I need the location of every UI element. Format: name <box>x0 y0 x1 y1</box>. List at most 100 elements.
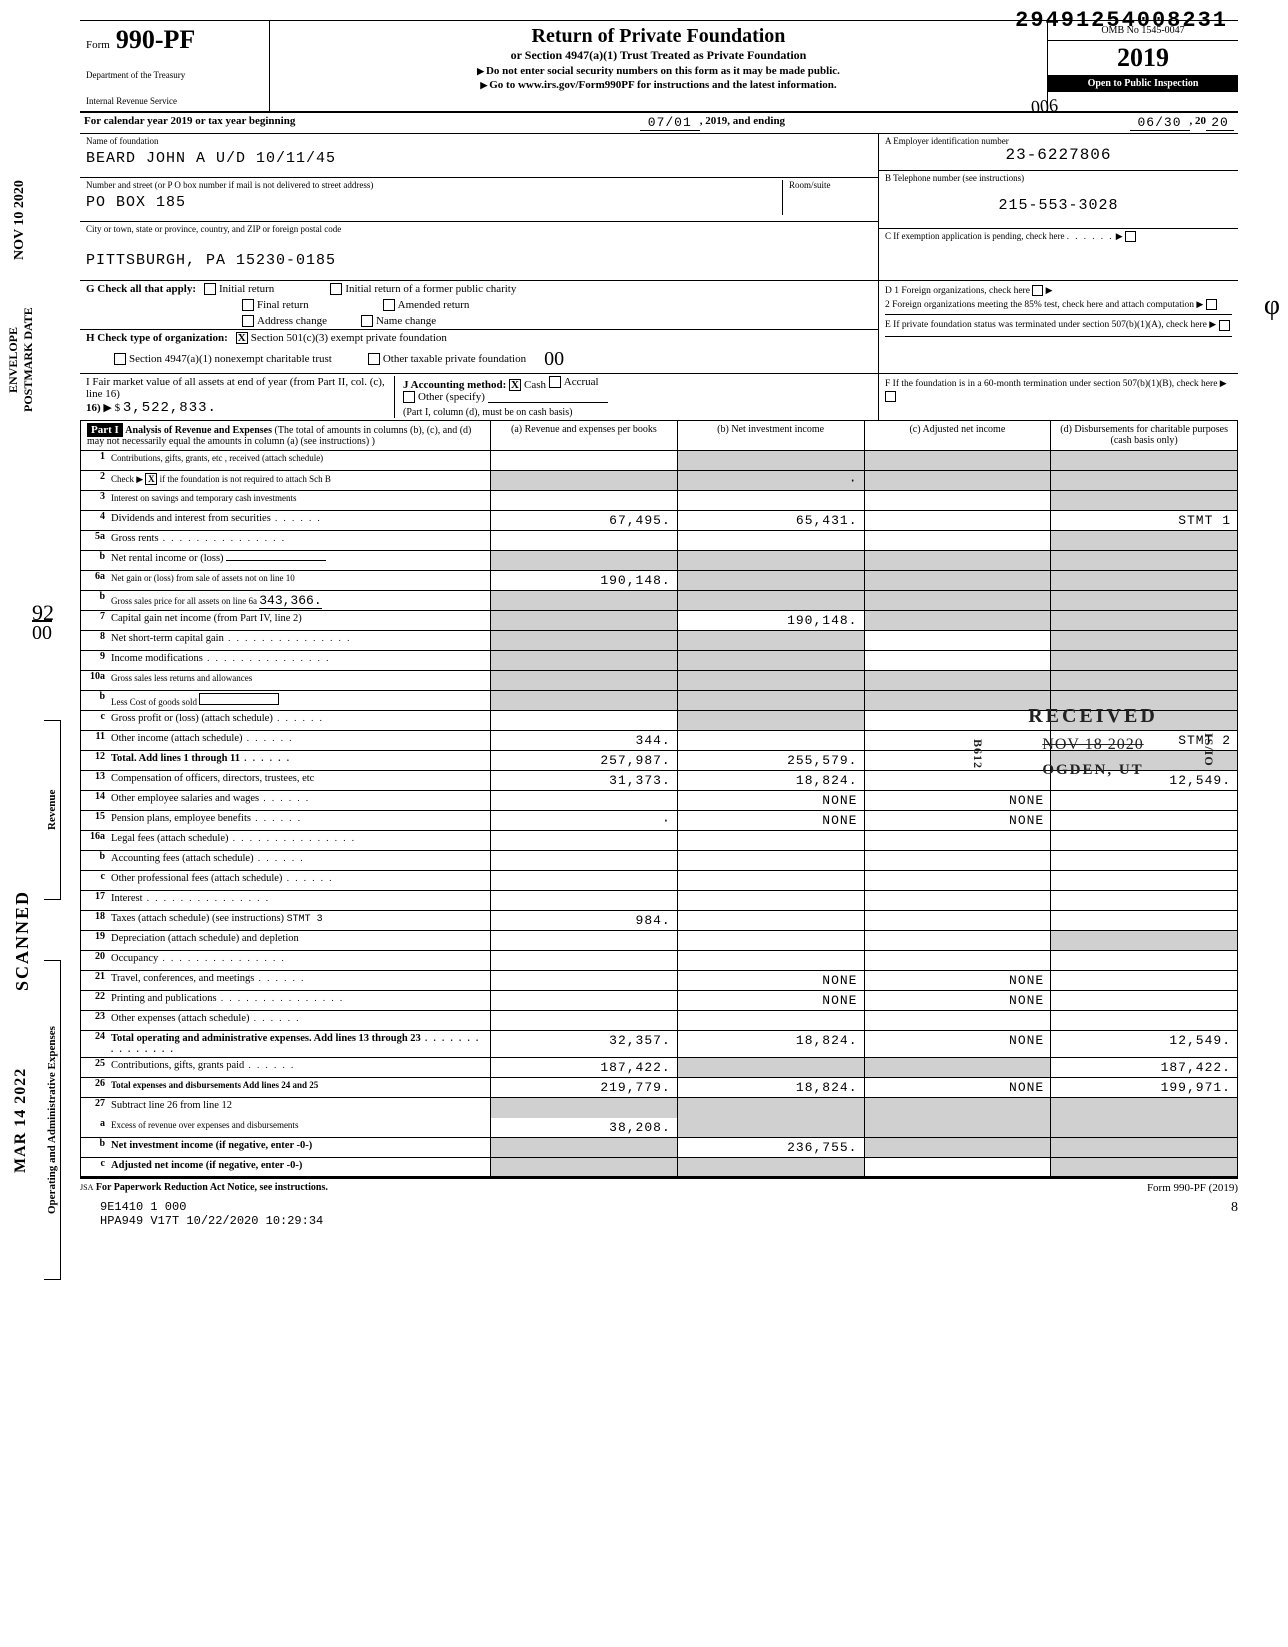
scan-date-side: MAR 14 2022 <box>12 1050 30 1190</box>
row-7: 7Capital gain net income (from Part IV, … <box>81 611 1237 631</box>
initial-former-label: Initial return of a former public charit… <box>345 283 516 295</box>
handwritten-00b: 00 <box>32 622 52 645</box>
i-j-row: I Fair market value of all assets at end… <box>80 374 1238 421</box>
dln-number: 29491254008231 <box>1015 8 1228 33</box>
row-27a: aExcess of revenue over expenses and dis… <box>81 1118 1237 1138</box>
form-title-cell: Return of Private Foundation or Section … <box>270 21 1048 111</box>
page-footer: JSA For Paperwork Reduction Act Notice, … <box>80 1179 1238 1197</box>
sec4947-checkbox[interactable]: Section 4947(a)(1) nonexempt charitable … <box>114 353 332 365</box>
i-amt-lbl: ▶ $ <box>103 402 120 414</box>
calendar-year-row: For calendar year 2019 or tax year begin… <box>80 113 1238 134</box>
h-label: H Check type of organization: <box>86 332 228 344</box>
tax-year: 2019 <box>1048 41 1238 75</box>
row-18: 18Taxes (attach schedule) (see instructi… <box>81 911 1237 931</box>
d-e-f-block: D 1 Foreign organizations, check here 2 … <box>878 281 1238 373</box>
row-6b: bGross sales price for all assets on lin… <box>81 591 1237 611</box>
initial-former-checkbox[interactable]: Initial return of a former public charit… <box>330 283 516 295</box>
form-number: 990-PF <box>116 25 195 55</box>
final-return-checkbox[interactable]: Final return <box>242 299 309 311</box>
h-row-2: Section 4947(a)(1) nonexempt charitable … <box>80 346 878 373</box>
foundation-name-row: Name of foundation BEARD JOHN A U/D 10/1… <box>80 134 878 178</box>
row-20: 20Occupancy <box>81 951 1237 971</box>
final-return-label: Final return <box>257 299 309 311</box>
row-27c: cAdjusted net income (if negative, enter… <box>81 1158 1237 1178</box>
begin-date: 07/01 <box>640 115 700 131</box>
ein-row: A Employer identification number 23-6227… <box>879 134 1238 171</box>
schb-checkbox[interactable]: X <box>145 473 157 485</box>
d2-checkbox[interactable] <box>1206 299 1217 310</box>
col-c-header: (c) Adjusted net income <box>865 421 1052 451</box>
row-16c: cOther professional fees (attach schedul… <box>81 871 1237 891</box>
row-5a: 5aGross rents <box>81 531 1237 551</box>
expenses-side-label: Operating and Administrative Expenses <box>44 960 61 1280</box>
form-subtitle-3: Go to www.irs.gov/Form990PF for instruct… <box>276 79 1041 91</box>
row-10b: bLess Cost of goods sold <box>81 691 1237 711</box>
other-method-checkbox[interactable]: Other (specify) <box>403 391 485 403</box>
handwritten-00: 00 <box>544 348 564 371</box>
page-footer-2: 9E1410 1 000HPA949 V17T 10/22/2020 10:29… <box>80 1197 1238 1231</box>
street-value: PO BOX 185 <box>86 194 782 211</box>
g-label: G Check all that apply: <box>86 283 196 295</box>
amended-checkbox[interactable]: Amended return <box>383 299 470 311</box>
cash-checkbox[interactable]: XCash <box>509 379 546 391</box>
row-9: 9Income modifications <box>81 651 1237 671</box>
other-taxable-checkbox[interactable]: Other taxable private foundation <box>368 353 526 365</box>
row-14: 14Other employee salaries and wagesNONEN… <box>81 791 1237 811</box>
row-2: 2Check ▶ X if the foundation is not requ… <box>81 471 1237 491</box>
city-row: City or town, state or province, country… <box>80 222 878 280</box>
identification-block: Name of foundation BEARD JOHN A U/D 10/1… <box>80 134 1238 281</box>
g-row-2: Final return Amended return <box>80 297 878 313</box>
postmark-date-side: NOV 10 2020 <box>12 140 28 300</box>
amended-label: Amended return <box>398 299 470 311</box>
sec501-checkbox[interactable]: XSection 501(c)(3) exempt private founda… <box>236 332 447 344</box>
scanned-stamp: SCANNED <box>12 870 33 1010</box>
address-change-checkbox[interactable]: Address change <box>242 315 327 327</box>
ein-label: A Employer identification number <box>885 136 1232 146</box>
form-subtitle-1: or Section 4947(a)(1) Trust Treated as P… <box>276 48 1041 63</box>
f-checkbox[interactable] <box>885 391 896 402</box>
row-1: 1Contributions, gifts, grants, etc , rec… <box>81 451 1237 471</box>
phone-row: B Telephone number (see instructions) 21… <box>879 171 1238 229</box>
row-6a: 6aNet gain or (loss) from sale of assets… <box>81 571 1237 591</box>
row-16b: bAccounting fees (attach schedule) <box>81 851 1237 871</box>
c-checkbox[interactable] <box>1125 231 1136 242</box>
row-5b: bNet rental income or (loss) <box>81 551 1237 571</box>
handwritten-phi: φ <box>1264 290 1280 322</box>
row-22: 22Printing and publicationsNONENONE <box>81 991 1237 1011</box>
d1-checkbox[interactable] <box>1032 285 1043 296</box>
row-10a: 10aGross sales less returns and allowanc… <box>81 671 1237 691</box>
row-21: 21Travel, conferences, and meetingsNONEN… <box>81 971 1237 991</box>
check-grid: G Check all that apply: Initial return I… <box>80 281 1238 374</box>
city-label: City or town, state or province, country… <box>86 224 872 234</box>
form-title: Return of Private Foundation <box>276 25 1041 48</box>
row-13: 13Compensation of officers, directors, t… <box>81 771 1237 791</box>
name-change-checkbox[interactable]: Name change <box>361 315 436 327</box>
j-label: J Accounting method: <box>403 379 506 391</box>
e-checkbox[interactable] <box>1219 320 1230 331</box>
dept-line2: Internal Revenue Service <box>86 97 263 107</box>
initial-return-checkbox[interactable]: Initial return <box>204 283 274 295</box>
postmark-envelope-side: ENVELOPEPOSTMARK DATE <box>6 290 36 430</box>
d1-row: D 1 Foreign organizations, check here <box>885 284 1232 298</box>
i-label: I Fair market value of all assets at end… <box>86 376 385 400</box>
other-taxable-label: Other taxable private foundation <box>383 353 526 365</box>
col-d-header: (d) Disbursements for charitable purpose… <box>1051 421 1237 451</box>
cash-label: Cash <box>524 379 546 391</box>
cal-end-label: , 20 <box>1190 115 1207 131</box>
h-row-1: H Check type of organization: XSection 5… <box>80 330 878 346</box>
fmv-amount: 3,522,833. <box>123 400 217 416</box>
cal-mid: , 2019, and ending <box>700 115 785 131</box>
row-4: 4Dividends and interest from securities6… <box>81 511 1237 531</box>
part1-label: Part I <box>87 423 123 437</box>
form-year-cell: OMB No 1545-0047 2019 Open to Public Ins… <box>1048 21 1238 111</box>
form-number-cell: Form 990-PF Department of the Treasury I… <box>80 21 270 111</box>
d2-row: 2 Foreign organizations meeting the 85% … <box>885 298 1232 315</box>
footer-code1: 9E1410 1 000 <box>100 1200 186 1214</box>
row-10c: cGross profit or (loss) (attach schedule… <box>81 711 1237 731</box>
name-label: Name of foundation <box>86 136 872 146</box>
ein-value: 23-6227806 <box>885 146 1232 164</box>
row-26: 26Total expenses and disbursements Add l… <box>81 1078 1237 1098</box>
col-b-header: (b) Net investment income <box>678 421 865 451</box>
accrual-checkbox[interactable]: Accrual <box>549 376 599 388</box>
row-25: 25Contributions, gifts, grants paid187,4… <box>81 1058 1237 1078</box>
